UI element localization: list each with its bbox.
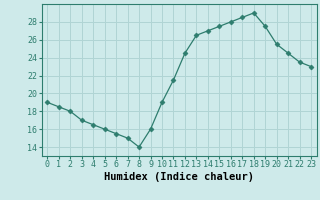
X-axis label: Humidex (Indice chaleur): Humidex (Indice chaleur) [104, 172, 254, 182]
